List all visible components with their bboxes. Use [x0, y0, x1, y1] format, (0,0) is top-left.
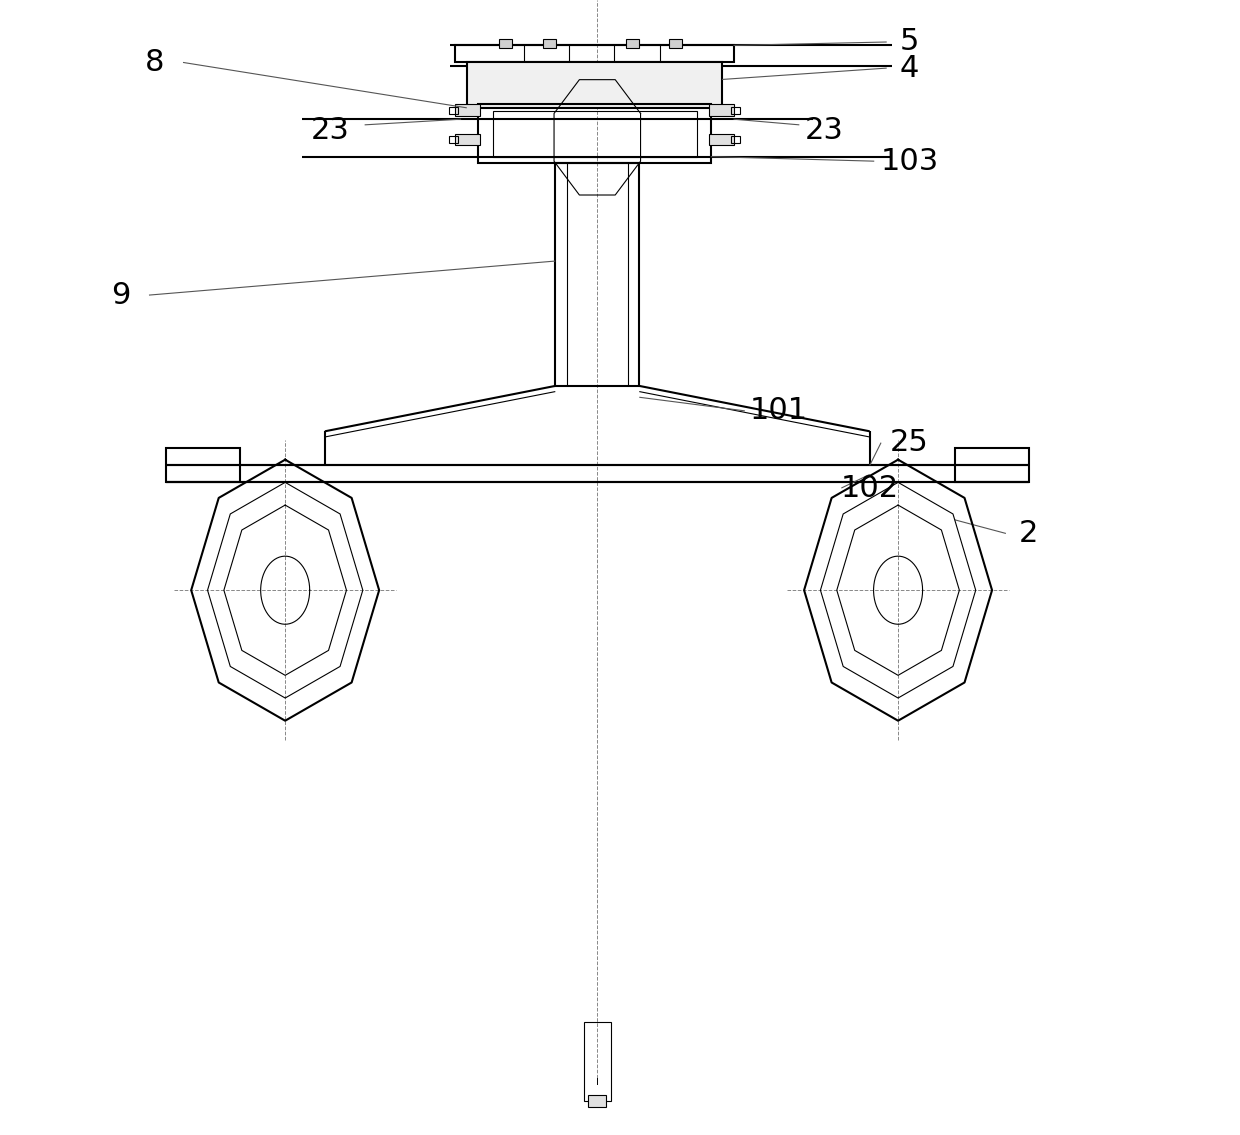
Bar	[732, 107, 740, 114]
Bar	[732, 136, 740, 143]
Bar	[455, 104, 480, 116]
Bar	[449, 136, 458, 143]
Text: 102: 102	[841, 473, 899, 503]
Text: 103: 103	[880, 146, 939, 176]
Text: 8: 8	[145, 48, 165, 77]
Text: 4: 4	[900, 53, 919, 83]
Bar	[556, 163, 640, 386]
Text: 101: 101	[750, 396, 808, 426]
Text: 23: 23	[805, 116, 843, 145]
Bar	[455, 134, 480, 145]
Text: 2: 2	[1019, 519, 1038, 548]
Text: 23: 23	[311, 116, 350, 145]
Bar	[584, 1022, 611, 1101]
Bar	[466, 62, 722, 108]
Bar	[166, 448, 239, 482]
Bar	[492, 111, 697, 157]
Bar	[449, 107, 458, 114]
Bar	[479, 104, 711, 163]
Bar	[588, 1095, 606, 1107]
Bar	[498, 39, 512, 48]
Bar	[955, 448, 1029, 482]
Bar	[668, 39, 682, 48]
Text: 9: 9	[110, 280, 130, 310]
Bar	[455, 45, 734, 62]
Bar	[708, 134, 734, 145]
Bar	[543, 39, 557, 48]
Bar	[626, 39, 640, 48]
Bar	[708, 104, 734, 116]
Text: 5: 5	[900, 27, 919, 57]
Text: 25: 25	[890, 428, 929, 457]
